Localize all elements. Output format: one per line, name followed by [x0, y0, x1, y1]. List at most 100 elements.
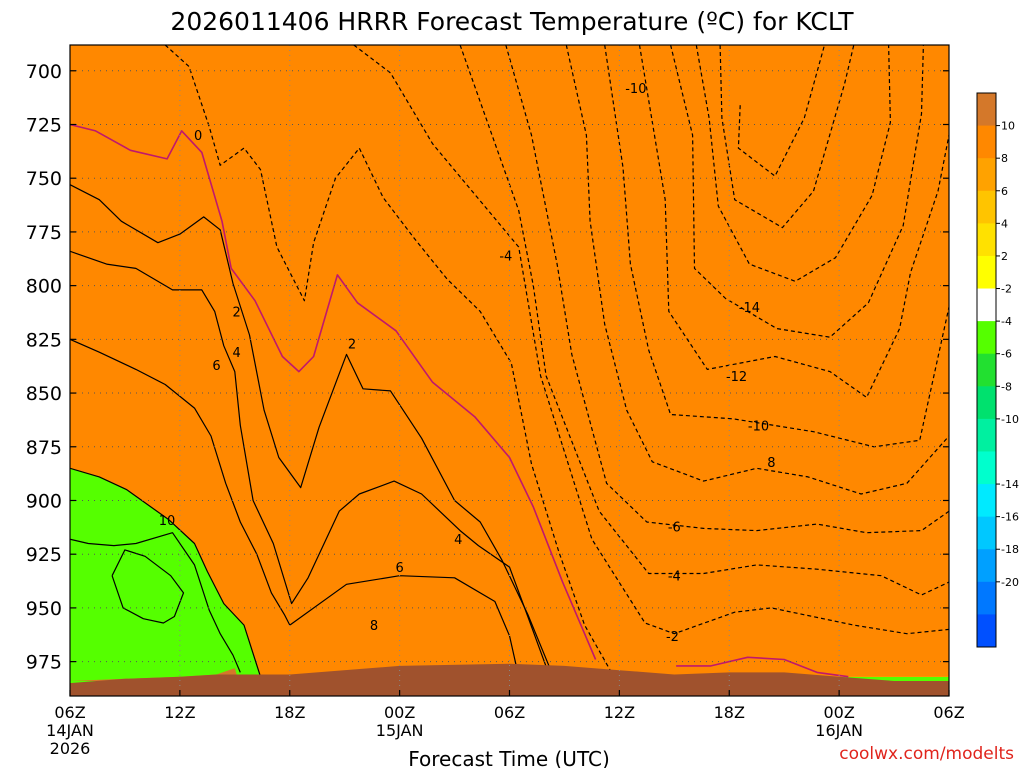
colorbar-swatch	[977, 255, 996, 290]
isotherm-1	[719, 45, 855, 229]
colorbar-swatch	[977, 581, 996, 615]
y-tick-label: 825	[26, 329, 62, 351]
terrain-fill	[70, 663, 949, 696]
contour-label-text: 2	[348, 338, 356, 353]
contour-label-text: -6	[668, 520, 681, 535]
colorbar-swatch	[977, 418, 996, 452]
colorbar-label: 8	[1001, 152, 1008, 165]
temperature-contours	[70, 45, 949, 678]
x-tick-date: 15JAN	[376, 721, 424, 740]
x-tick-label: 06Z	[933, 703, 964, 722]
x-tick-label: 12Z	[164, 703, 195, 722]
colorbar-label: -8	[1001, 380, 1012, 393]
colorbar-label: -10	[1001, 413, 1019, 426]
y-tick-label: 900	[26, 490, 62, 512]
colorbar-swatch	[977, 288, 996, 322]
terrain-layer	[70, 663, 949, 696]
colorbar-label: 2	[1001, 250, 1008, 263]
y-tick-label: 775	[26, 222, 62, 244]
isotherm-10	[164, 45, 611, 671]
y-tick-label: 950	[26, 598, 62, 620]
colorbar-swatch	[977, 223, 996, 257]
colorbar-label: -4	[1001, 315, 1012, 328]
colorbar-frame	[976, 92, 997, 648]
isotherm-12	[676, 656, 849, 678]
isotherm-11	[70, 123, 597, 660]
contour-label-text: -4	[668, 570, 681, 585]
contour-label-text: 4	[233, 346, 241, 361]
x-tick-label: 00Z	[384, 703, 415, 722]
x-tick-label: 06Z	[54, 703, 85, 722]
contour-label-text: 8	[370, 619, 378, 634]
x-tick-label: 18Z	[714, 703, 745, 722]
isotherm-14	[70, 250, 551, 677]
grid-lines	[70, 45, 949, 696]
contour-label-text: 4	[454, 533, 462, 548]
contour-label: -10	[625, 82, 646, 97]
pressure-axis: 700 725 750 775 800 825 850 875 900 925 950 975	[26, 61, 949, 674]
contour-label: 6	[395, 561, 403, 576]
contour-label-text: 6	[212, 359, 220, 374]
colorbar-label: -14	[1001, 478, 1019, 491]
isotherm-9	[353, 45, 949, 635]
contour-label: 6	[212, 359, 220, 374]
colorbar-swatch	[977, 321, 996, 355]
x-tick-label: 06Z	[494, 703, 525, 722]
colorbar-swatch	[977, 516, 996, 550]
contour-label-text: -10	[748, 419, 769, 434]
contour-label-text: -2	[666, 630, 679, 645]
colorbar-swatch	[977, 484, 996, 518]
contour-label-text: 0	[194, 129, 202, 144]
colorbar-swatch	[977, 614, 996, 648]
isotherm-18	[111, 549, 185, 624]
isotherm-17	[70, 532, 241, 673]
contour-label: -12	[726, 370, 747, 385]
y-tick-label: 925	[26, 544, 62, 566]
colorbar-label: -18	[1001, 543, 1019, 556]
credit-text: coolwx.com/modelts	[839, 744, 1014, 764]
colorbar-swatch	[977, 158, 996, 192]
colorbar-label: -6	[1001, 348, 1012, 361]
isotherm-16	[70, 467, 262, 677]
y-tick-label: 975	[26, 652, 62, 674]
contour-label: 4	[233, 346, 241, 361]
y-tick-label: 800	[26, 276, 62, 298]
colorbar-swatch	[977, 125, 996, 159]
isotherm-0	[737, 45, 826, 177]
isotherm-8	[459, 45, 949, 596]
x-tick-label: 18Z	[274, 703, 305, 722]
contour-label-text: 6	[395, 561, 403, 576]
contour-label-text: -4	[499, 250, 512, 265]
chart-title: 2026011406 HRRR Forecast Temperature (ºC…	[170, 7, 854, 36]
contour-label-text: 2	[233, 305, 241, 320]
y-tick-label: 850	[26, 383, 62, 405]
x-axis-label: Forecast Time (UTC)	[408, 747, 610, 768]
contour-label: 10	[159, 514, 176, 529]
isotherm-15	[70, 338, 520, 677]
contour-label: 8	[767, 456, 775, 471]
colorbar-swatch	[977, 190, 996, 224]
contour-label: -10	[748, 419, 769, 434]
contour-label: 8	[370, 619, 378, 634]
isotherm-5	[604, 45, 949, 448]
x-tick-label: 12Z	[604, 703, 635, 722]
isotherm-7	[505, 45, 949, 534]
colorbar-swatch	[977, 386, 996, 420]
contour-label: 0	[194, 129, 202, 144]
x-tick-date: 16JAN	[815, 721, 863, 740]
x-tick-year: 2026	[50, 739, 91, 758]
colorbar-label: 4	[1001, 217, 1008, 230]
contour-label-text: 8	[767, 456, 775, 471]
contour-label-text: 10	[159, 514, 176, 529]
contour-label: -6	[668, 520, 681, 535]
isotherm-6	[565, 45, 949, 495]
contour-label: -14	[739, 301, 760, 316]
colorbar-label: -20	[1001, 576, 1019, 589]
isotherm-3	[670, 45, 924, 338]
contour-label: 2	[233, 305, 241, 320]
contour-label-text: -14	[739, 301, 760, 316]
colorbar-label: 6	[1001, 185, 1008, 198]
